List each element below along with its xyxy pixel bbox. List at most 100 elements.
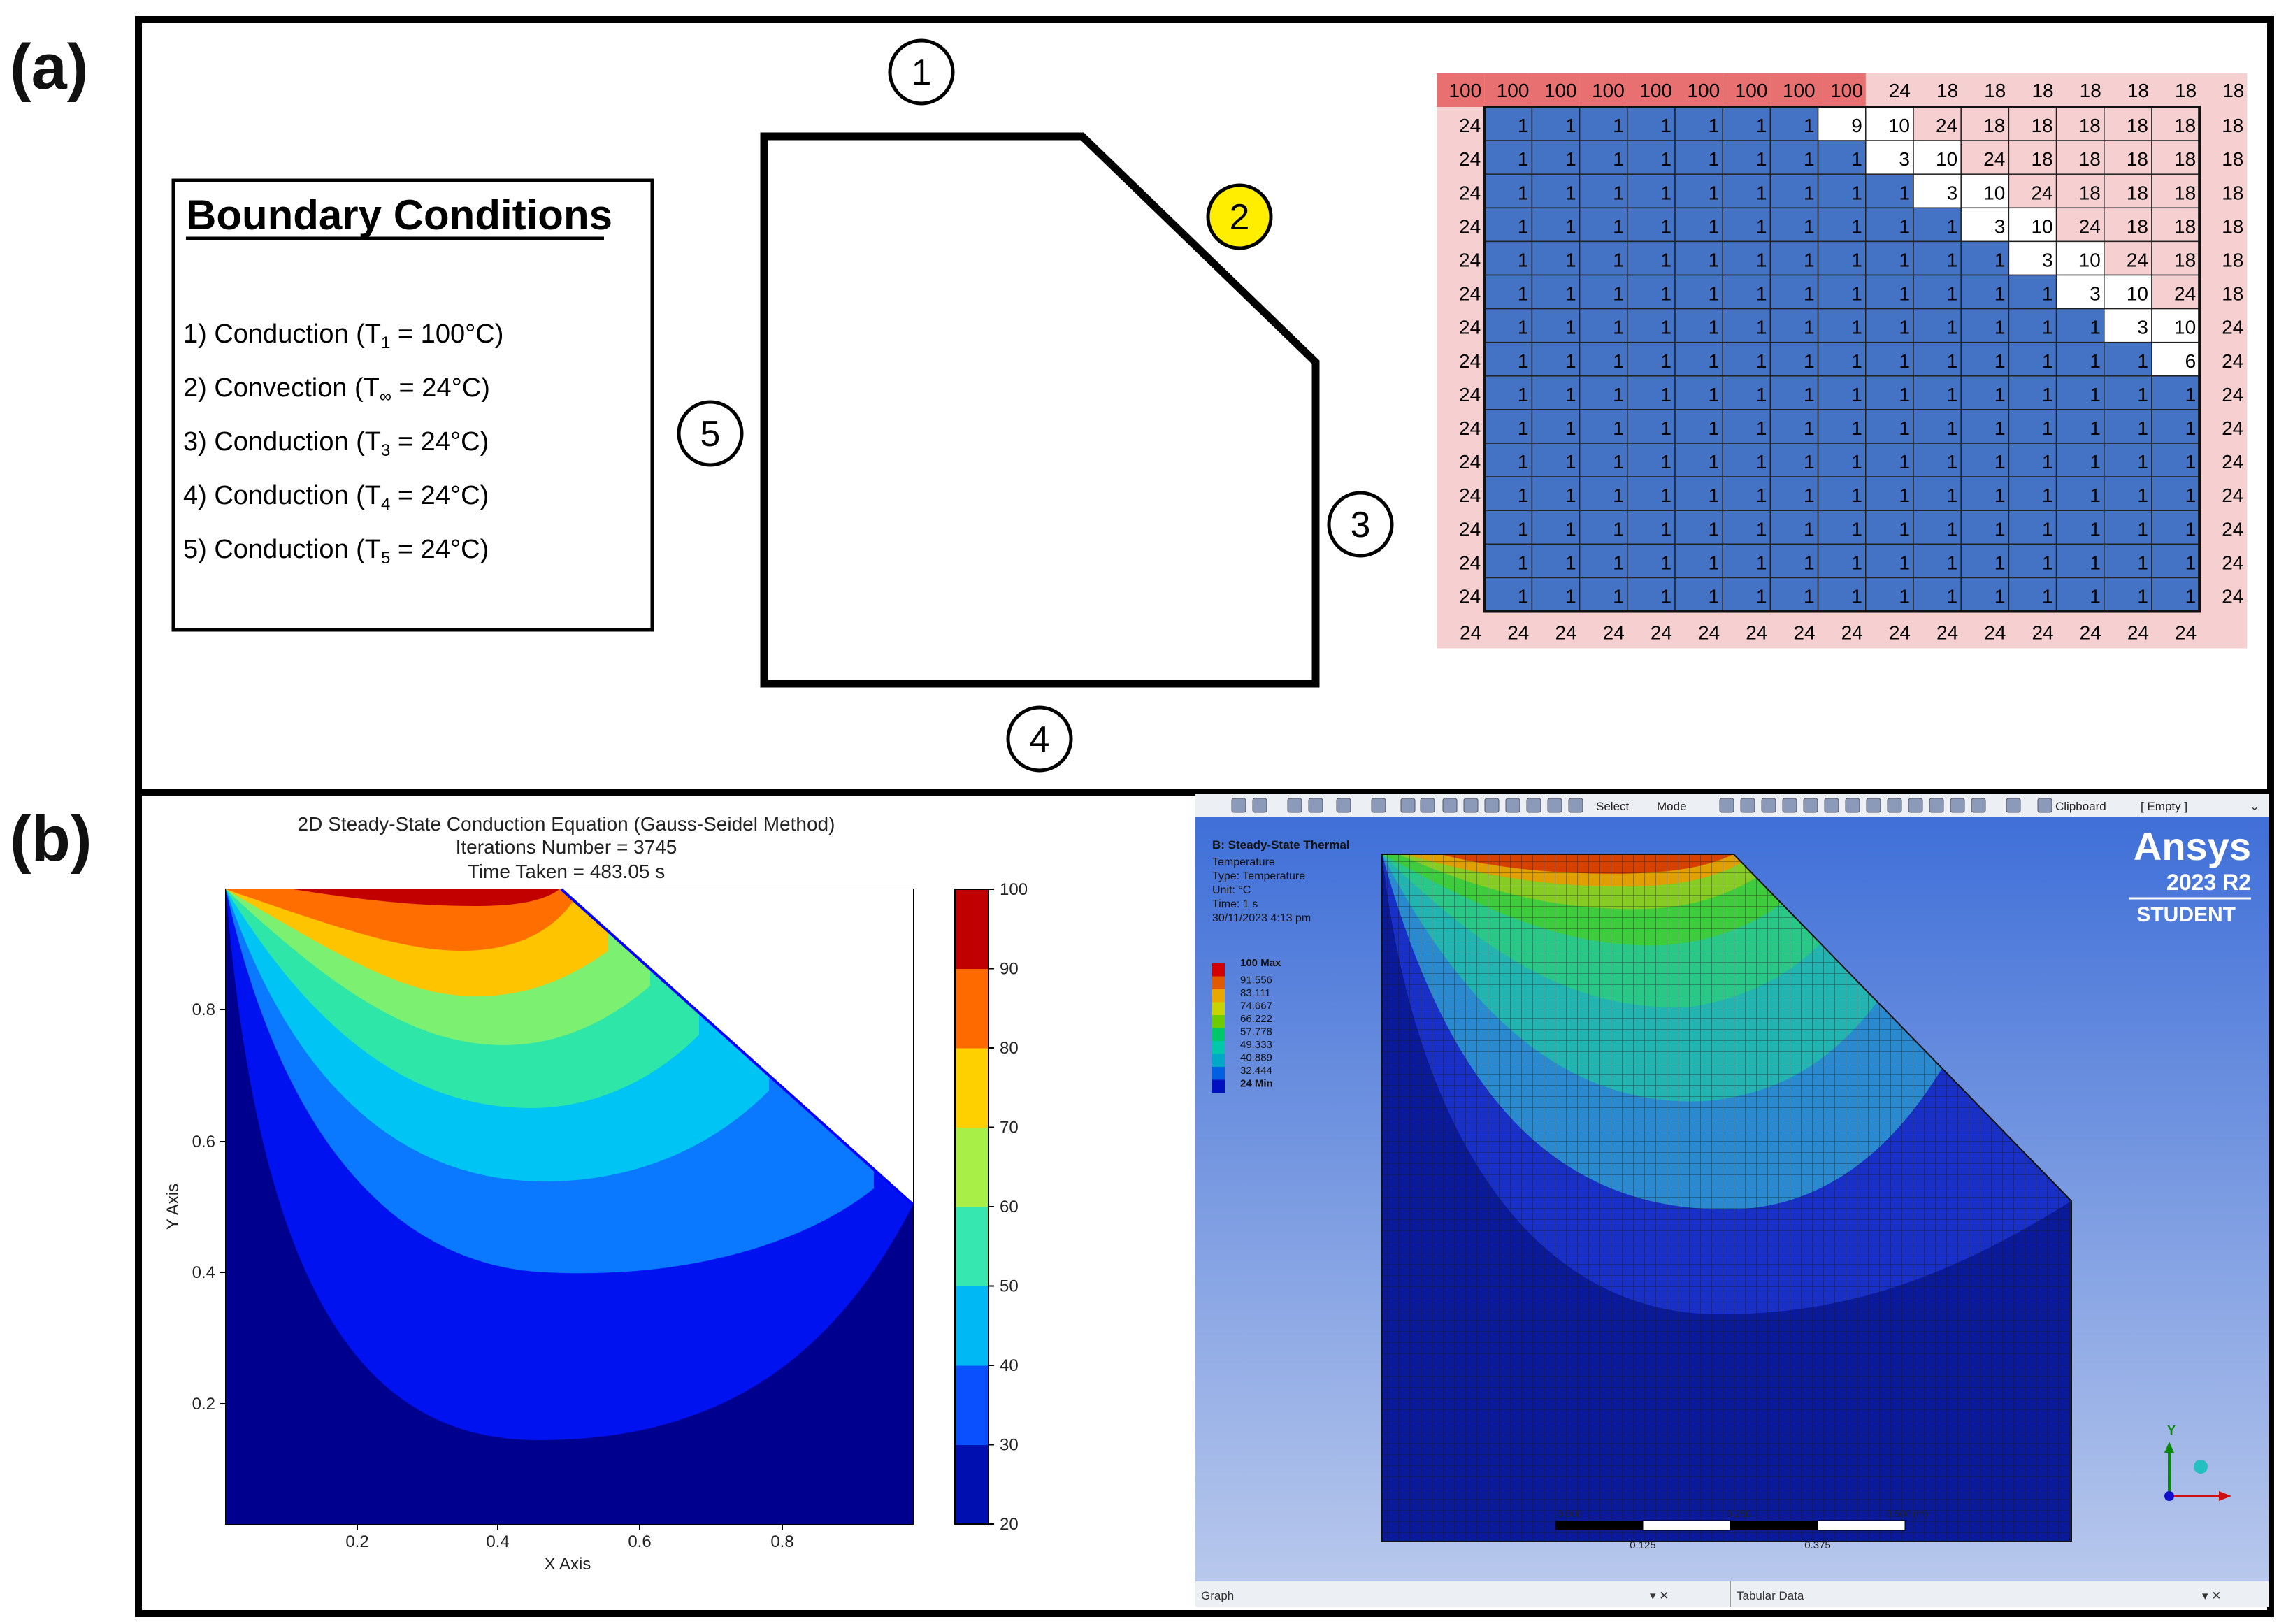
grid-cell: 1 — [1613, 518, 1624, 540]
grid-cell: 18 — [1983, 115, 2005, 136]
grid-cell: 1 — [1518, 417, 1529, 439]
grid-cell: 1 — [1709, 586, 1720, 608]
toolbar-button-icon[interactable] — [1484, 798, 1500, 813]
grid-cell: 10 — [2079, 250, 2101, 271]
grid-cell: 1 — [1947, 350, 1958, 372]
toolbar-button-icon[interactable] — [1252, 798, 1267, 813]
grid-cell: 18 — [2222, 250, 2243, 271]
grid-cell: 1 — [1709, 552, 1720, 573]
grid-cell: 1 — [1660, 350, 1671, 372]
tabular-pin-close-icon[interactable]: ▾ ✕ — [2202, 1589, 2222, 1602]
grid-cell: 1 — [1518, 148, 1529, 170]
grid-cell: 1 — [2042, 350, 2053, 372]
grid-cell: 1 — [1518, 384, 1529, 405]
grid-cell: 18 — [2222, 115, 2243, 136]
grid-bottom-cell: 24 — [1936, 622, 1958, 644]
graph-pin-close-icon[interactable]: ▾ ✕ — [1650, 1589, 1669, 1602]
grid-bottom-cell: 24 — [1603, 622, 1625, 644]
grid-cell: 1 — [1899, 283, 1910, 305]
toolbar-mode[interactable]: Mode — [1657, 800, 1687, 813]
colorbar-tick-label: 90 — [1000, 960, 1019, 979]
grid-cell: 1 — [1804, 115, 1815, 136]
toolbar-button-icon[interactable] — [1782, 798, 1797, 813]
tab-tabular-data[interactable]: Tabular Data — [1737, 1589, 1804, 1602]
grid-cell: 1 — [1613, 317, 1624, 338]
grid-top-cell: 100 — [1687, 80, 1720, 101]
grid-cell: 1 — [1851, 317, 1862, 338]
toolbar-button-icon[interactable] — [1803, 798, 1818, 813]
grid-cell: 1 — [1947, 586, 1958, 608]
grid-cell: 18 — [2031, 115, 2052, 136]
grid-top-cell: 100 — [1592, 80, 1625, 101]
toolbar-button-icon[interactable] — [1442, 798, 1458, 813]
legend-value: 57.778 — [1240, 1026, 1272, 1038]
grid-cell: 1 — [1994, 552, 2006, 573]
x-tick-label: 0.2 — [345, 1532, 368, 1551]
toolbar-select[interactable]: Select — [1596, 800, 1630, 813]
toolbar-button-icon[interactable] — [1371, 798, 1386, 813]
legend-value: 24 Min — [1240, 1078, 1273, 1090]
y-axis-label: Y Axis — [164, 1184, 182, 1230]
grid-cell: 1 — [2042, 451, 2053, 473]
grid-cell: 1 — [1851, 182, 1862, 203]
grid-cell: 1 — [1518, 182, 1529, 203]
toolbar-button-icon[interactable] — [2037, 798, 2052, 813]
grid-cell: 24 — [1459, 451, 1481, 473]
grid-cell: 1 — [1565, 451, 1576, 473]
toolbar-button-icon[interactable] — [1929, 798, 1944, 813]
tab-graph[interactable]: Graph — [1201, 1589, 1234, 1602]
toolbar-button-icon[interactable] — [1887, 798, 1902, 813]
toolbar-button-icon[interactable] — [1824, 798, 1839, 813]
grid-bottom-cell: 24 — [2080, 622, 2101, 644]
toolbar-button-icon[interactable] — [1231, 798, 1246, 813]
grid-cell: 1 — [2042, 283, 2053, 305]
grid-cell: 1 — [1947, 552, 1958, 573]
grid-cell: 1 — [2185, 484, 2197, 506]
toolbar-button-icon[interactable] — [1845, 798, 1860, 813]
toolbar-button-icon[interactable] — [1400, 798, 1416, 813]
grid-cell: 1 — [1756, 182, 1767, 203]
grid-cell: 1 — [1756, 484, 1767, 506]
colorbar-segment — [955, 1365, 988, 1445]
toolbar-button-icon[interactable] — [1908, 798, 1923, 813]
toolbar-button-icon[interactable] — [1866, 798, 1881, 813]
grid-cell: 24 — [1459, 484, 1481, 506]
grid-cell: 10 — [1888, 115, 1910, 136]
grid-cell: 1 — [1947, 384, 1958, 405]
toolbar-button-icon[interactable] — [1971, 798, 1986, 813]
grid-cell: 1 — [1660, 283, 1671, 305]
toolbar-button-icon[interactable] — [1526, 798, 1541, 813]
grid-cell: 1 — [1613, 115, 1624, 136]
toolbar-button-icon[interactable] — [1568, 798, 1583, 813]
grid-cell: 18 — [2127, 148, 2148, 170]
grid-cell: 6 — [2185, 350, 2197, 372]
grid-cell: 24 — [2222, 451, 2243, 473]
grid-cell: 1 — [1851, 518, 1862, 540]
toolbar-button-icon[interactable] — [1950, 798, 1965, 813]
grid-cell: 1 — [1709, 182, 1720, 203]
toolbar-button-icon[interactable] — [1547, 798, 1562, 813]
toolbar-clipboard[interactable]: Clipboard — [2055, 800, 2106, 813]
grid-cell: 1 — [1518, 115, 1529, 136]
toolbar-button-icon[interactable] — [1761, 798, 1776, 813]
toolbar-button-icon[interactable] — [1420, 798, 1435, 813]
toolbar-overflow-icon[interactable]: ⌄ — [2250, 800, 2259, 813]
grid-cell: 1 — [1660, 250, 1671, 271]
svg-text:3: 3 — [1351, 505, 1371, 545]
boundary-item: 3) Conduction (T3 = 24°C) — [183, 427, 489, 460]
toolbar-button-icon[interactable] — [1308, 798, 1323, 813]
toolbar-button-icon[interactable] — [1336, 798, 1351, 813]
toolbar-button-icon[interactable] — [1740, 798, 1755, 813]
toolbar-button-icon[interactable] — [2006, 798, 2021, 813]
grid-cell: 1 — [1756, 215, 1767, 237]
grid-cell: 1 — [1660, 317, 1671, 338]
toolbar-button-icon[interactable] — [1505, 798, 1520, 813]
grid-top-cell: 18 — [1984, 80, 2006, 101]
grid-cell: 1 — [1899, 451, 1910, 473]
ansys-info-line: 30/11/2023 4:13 pm — [1212, 912, 1311, 924]
toolbar-button-icon[interactable] — [1719, 798, 1734, 813]
legend-value: 91.556 — [1240, 975, 1272, 986]
toolbar-button-icon[interactable] — [1287, 798, 1302, 813]
toolbar-button-icon[interactable] — [1463, 798, 1479, 813]
grid-cell: 1 — [2042, 518, 2053, 540]
